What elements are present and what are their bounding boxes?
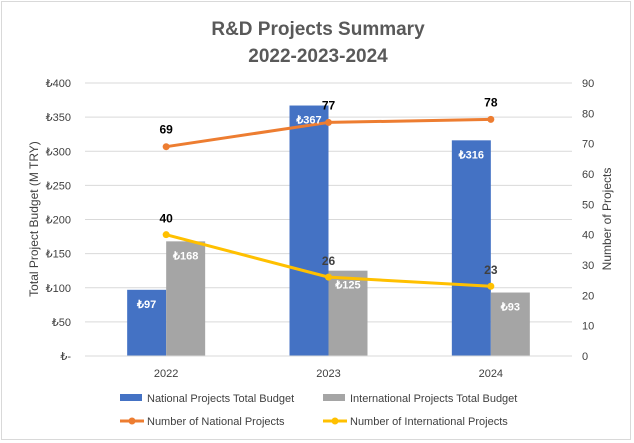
bar-international: [328, 270, 368, 356]
right-tick-label: 30: [582, 260, 594, 272]
bar-data-label: ₺97: [136, 299, 156, 311]
legend-marker: [128, 417, 136, 425]
category-label: 2024: [479, 368, 503, 380]
bar-national: [127, 289, 167, 356]
line-marker: [162, 231, 170, 239]
line-data-label: 69: [159, 123, 173, 137]
line-data-label: 23: [484, 263, 498, 277]
data-labels: ₺97 ₺367 ₺316 ₺168 ₺125 ₺93 69 77 78 40 26 23: [136, 95, 520, 313]
right-tick-label: 60: [582, 169, 594, 181]
bar-data-label: ₺367: [295, 115, 321, 127]
line-data-label: 26: [322, 254, 336, 268]
bar-data-label: ₺168: [172, 250, 198, 262]
bar-international: [490, 292, 530, 356]
left-tick-label: ₺300: [46, 146, 71, 158]
legend-marker: [331, 417, 339, 425]
legend-swatch: [323, 394, 345, 401]
bar-data-label: ₺125: [334, 280, 360, 292]
line-marker: [325, 118, 332, 126]
right-axis-title: Number of Projects: [600, 168, 614, 271]
legend-swatch: [120, 394, 142, 401]
legend-label: Number of International Projects: [350, 416, 508, 428]
bar-data-label: ₺93: [500, 302, 520, 314]
legend-label: Number of National Projects: [147, 416, 285, 428]
left-tick-label: ₺250: [46, 180, 71, 192]
right-tick-label: 90: [582, 78, 594, 90]
bar-international: [166, 241, 206, 356]
bars: [127, 105, 530, 357]
bar-national: [451, 140, 491, 356]
legend-label: National Projects Total Budget: [147, 393, 294, 405]
category-label: 2022: [154, 368, 178, 380]
right-tick-label: 50: [582, 199, 594, 211]
left-tick-label: ₺-: [60, 351, 71, 363]
legend: National Projects Total Budget Internatio…: [120, 393, 517, 428]
bar-national: [289, 105, 329, 357]
left-tick-label: ₺100: [46, 283, 71, 295]
category-label: 2023: [316, 368, 340, 380]
left-tick-label: ₺200: [46, 215, 71, 227]
line-data-label: 77: [322, 98, 336, 112]
legend-label: International Projects Total Budget: [350, 393, 517, 405]
right-tick-label: 40: [582, 230, 594, 242]
lines: [162, 115, 495, 290]
line-marker: [487, 282, 495, 290]
right-tick-label: 20: [582, 290, 594, 302]
line-marker: [325, 273, 332, 281]
category-axis: 2022 2023 2024: [85, 355, 572, 380]
chart-title-line2: 2022-2023-2024: [248, 46, 388, 67]
line-marker: [487, 115, 495, 123]
line-data-label: 78: [484, 95, 498, 109]
right-tick-label: 70: [582, 139, 594, 151]
left-axis-ticks: ₺- ₺50 ₺100 ₺150 ₺200 ₺250 ₺300 ₺350 ₺400: [46, 78, 72, 363]
right-tick-label: 10: [582, 321, 594, 333]
left-tick-label: ₺50: [52, 317, 71, 329]
left-tick-label: ₺350: [46, 112, 71, 124]
line-data-label: 40: [159, 212, 173, 226]
right-tick-label: 0: [582, 351, 588, 363]
left-tick-label: ₺400: [46, 78, 71, 90]
left-axis-title: Total Project Budget (M TRY): [27, 141, 41, 297]
bar-data-label: ₺316: [458, 149, 484, 161]
line-marker: [162, 143, 170, 151]
chart-title-line1: R&D Projects Summary: [211, 19, 425, 40]
left-tick-label: ₺150: [46, 249, 71, 261]
right-axis-ticks: 0 10 20 30 40 50 60 70 80 90: [582, 78, 594, 363]
right-tick-label: 80: [582, 108, 594, 120]
